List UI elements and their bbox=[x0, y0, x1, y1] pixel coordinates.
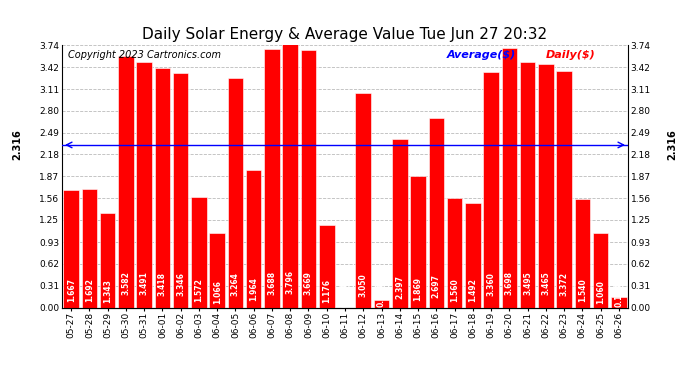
Text: 3.688: 3.688 bbox=[268, 270, 277, 294]
Text: 1.343: 1.343 bbox=[104, 279, 112, 303]
Text: 2.316: 2.316 bbox=[12, 130, 22, 160]
Text: 3.050: 3.050 bbox=[359, 273, 368, 297]
Text: 3.372: 3.372 bbox=[560, 272, 569, 296]
Text: 0.000: 0.000 bbox=[340, 283, 350, 307]
Text: 3.796: 3.796 bbox=[286, 270, 295, 294]
Bar bbox=[228, 78, 244, 308]
Text: 1.176: 1.176 bbox=[322, 279, 331, 303]
Text: 1.492: 1.492 bbox=[469, 278, 477, 302]
Text: 1.540: 1.540 bbox=[578, 278, 586, 302]
Text: 3.360: 3.360 bbox=[486, 272, 495, 296]
Bar bbox=[264, 49, 279, 308]
Text: 1.964: 1.964 bbox=[249, 277, 258, 301]
Bar bbox=[374, 300, 389, 307]
Text: 3.491: 3.491 bbox=[140, 272, 149, 295]
Bar bbox=[282, 41, 298, 308]
Bar bbox=[355, 93, 371, 308]
Text: 3.495: 3.495 bbox=[523, 272, 532, 295]
Bar bbox=[411, 176, 426, 308]
Bar bbox=[575, 200, 590, 308]
Text: 3.698: 3.698 bbox=[505, 270, 514, 294]
Text: 1.066: 1.066 bbox=[213, 280, 221, 304]
Bar bbox=[301, 50, 316, 308]
Text: 3.465: 3.465 bbox=[541, 272, 550, 296]
Bar bbox=[392, 139, 408, 308]
Text: 3.264: 3.264 bbox=[231, 272, 240, 296]
Bar bbox=[246, 170, 262, 308]
Text: 3.418: 3.418 bbox=[158, 272, 167, 296]
Bar bbox=[100, 213, 115, 308]
Text: Average($): Average($) bbox=[447, 50, 516, 60]
Bar bbox=[520, 62, 535, 308]
Text: 1.572: 1.572 bbox=[195, 278, 204, 302]
Bar bbox=[593, 233, 609, 308]
Bar bbox=[465, 203, 480, 308]
Text: 1.869: 1.869 bbox=[413, 277, 422, 301]
Bar bbox=[155, 68, 170, 308]
Title: Daily Solar Energy & Average Value Tue Jun 27 20:32: Daily Solar Energy & Average Value Tue J… bbox=[142, 27, 548, 42]
Text: 2.316: 2.316 bbox=[668, 130, 678, 160]
Bar bbox=[446, 198, 462, 308]
Text: Daily($): Daily($) bbox=[546, 50, 595, 60]
Text: 2.697: 2.697 bbox=[432, 274, 441, 298]
Bar bbox=[319, 225, 335, 308]
Bar bbox=[118, 56, 134, 308]
Text: 1.060: 1.060 bbox=[596, 280, 605, 304]
Bar bbox=[81, 189, 97, 308]
Text: 3.669: 3.669 bbox=[304, 271, 313, 295]
Bar bbox=[173, 73, 188, 308]
Bar bbox=[210, 232, 225, 308]
Bar bbox=[428, 118, 444, 308]
Text: 1.667: 1.667 bbox=[67, 278, 76, 302]
Bar bbox=[611, 297, 627, 307]
Text: Copyright 2023 Cartronics.com: Copyright 2023 Cartronics.com bbox=[68, 50, 221, 60]
Text: 2.397: 2.397 bbox=[395, 275, 404, 299]
Text: 1.560: 1.560 bbox=[450, 278, 459, 302]
Bar bbox=[502, 48, 517, 308]
Bar bbox=[483, 72, 499, 308]
Text: 0.143: 0.143 bbox=[614, 283, 623, 307]
Text: 3.582: 3.582 bbox=[121, 271, 130, 295]
Text: 3.346: 3.346 bbox=[176, 272, 185, 296]
Bar bbox=[556, 71, 572, 308]
Text: 1.692: 1.692 bbox=[85, 278, 94, 302]
Text: 0.103: 0.103 bbox=[377, 283, 386, 307]
Bar bbox=[191, 197, 207, 308]
Bar bbox=[538, 64, 553, 308]
Bar bbox=[63, 190, 79, 308]
Bar bbox=[137, 63, 152, 308]
